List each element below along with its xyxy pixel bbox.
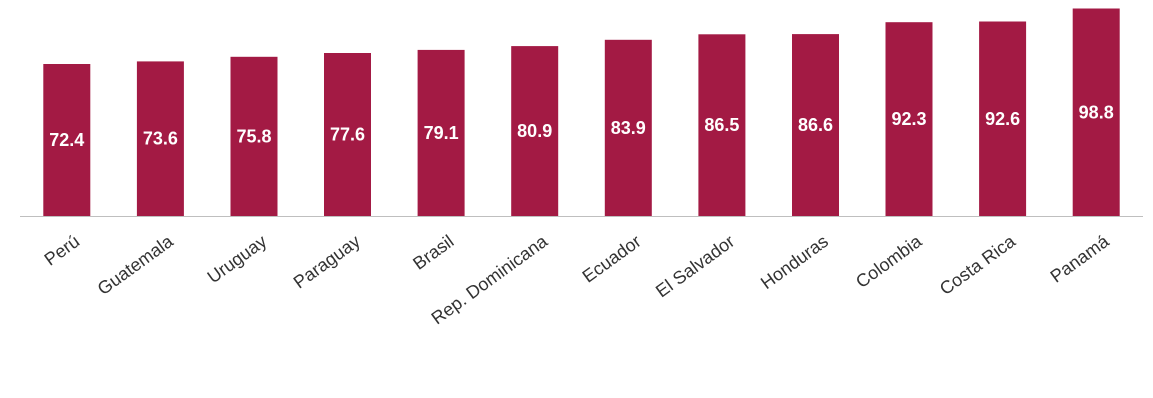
bar-1 (136, 61, 184, 217)
bar-3 (324, 53, 371, 216)
x-tick-label-7: El Salvador (652, 231, 738, 301)
x-tick-label-10: Costa Rica (936, 230, 1020, 299)
bar-6 (604, 39, 652, 216)
bar-9 (885, 22, 933, 217)
data-label-0: 72.4 (49, 130, 84, 150)
data-label-11: 98.8 (1079, 102, 1114, 122)
x-tick-label-0: Perú (41, 231, 84, 270)
data-label-5: 80.9 (517, 121, 552, 141)
bar-7 (698, 34, 746, 216)
bar-5 (511, 46, 559, 216)
bar-11 (1072, 8, 1120, 216)
x-tick-label-1: Guatemala (94, 230, 178, 299)
data-label-2: 75.8 (236, 126, 271, 146)
data-label-10: 92.6 (985, 109, 1020, 129)
data-label-4: 79.1 (424, 123, 459, 143)
x-tick-label-3: Paraguay (290, 231, 364, 292)
bar-0 (43, 64, 91, 216)
bars-layer (43, 8, 1120, 217)
bar-4 (417, 49, 465, 217)
x-tick-label-11: Panamá (1047, 230, 1114, 286)
data-label-1: 73.6 (143, 129, 178, 149)
data-label-9: 92.3 (891, 109, 926, 129)
x-tick-label-6: Ecuador (579, 231, 645, 287)
x-tick-label-4: Brasil (409, 231, 457, 274)
bar-8 (792, 34, 839, 216)
bar-2 (230, 56, 278, 216)
data-label-3: 77.6 (330, 125, 365, 145)
x-tick-label-9: Colombia (852, 230, 926, 291)
x-tick-label-2: Uruguay (204, 231, 271, 287)
data-label-7: 86.5 (704, 115, 739, 135)
data-labels-layer: 72.4 73.6 75.8 77.6 79.1 80.9 83.9 86.5 86.6 92.3… (49, 102, 1113, 150)
x-tick-label-8: Honduras (757, 231, 832, 293)
bar-10 (979, 21, 1027, 216)
data-label-8: 86.6 (798, 115, 833, 135)
data-label-6: 83.9 (611, 118, 646, 138)
